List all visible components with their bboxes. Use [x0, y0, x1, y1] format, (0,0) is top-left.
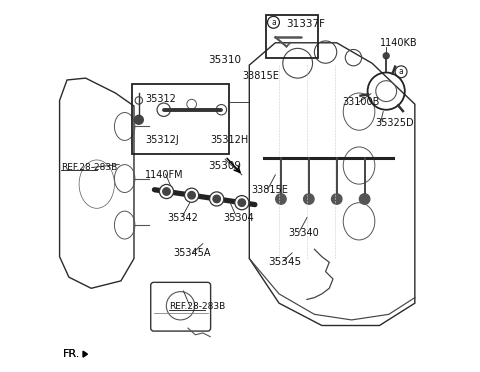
Text: a: a	[271, 18, 276, 27]
Circle shape	[383, 53, 389, 59]
Circle shape	[163, 188, 170, 195]
Text: 35340: 35340	[288, 228, 319, 237]
Text: FR.: FR.	[63, 349, 81, 359]
Text: 35342: 35342	[168, 213, 198, 222]
Circle shape	[184, 188, 199, 202]
Text: 31337F: 31337F	[287, 19, 325, 29]
Text: 35309: 35309	[208, 161, 241, 170]
Text: 35312J: 35312J	[145, 135, 179, 144]
Circle shape	[213, 195, 220, 203]
Text: 35325D: 35325D	[376, 118, 414, 128]
Text: 1140KB: 1140KB	[380, 38, 417, 48]
Text: 33100B: 33100B	[342, 97, 380, 107]
Circle shape	[238, 199, 246, 206]
Polygon shape	[83, 351, 87, 357]
Circle shape	[210, 192, 224, 206]
Circle shape	[134, 115, 144, 124]
Text: a: a	[399, 67, 404, 76]
Text: 35345: 35345	[268, 257, 301, 267]
Circle shape	[276, 194, 286, 204]
Text: 35310: 35310	[208, 55, 241, 64]
Text: 35312H: 35312H	[210, 135, 249, 144]
Circle shape	[304, 194, 314, 204]
Text: 35312: 35312	[145, 94, 176, 103]
Text: REF.28-283B: REF.28-283B	[61, 163, 118, 172]
Text: 1140FM: 1140FM	[145, 170, 184, 180]
Circle shape	[360, 194, 370, 204]
Text: FR.: FR.	[63, 349, 81, 359]
Text: 33815E: 33815E	[242, 71, 279, 81]
Text: 35345A: 35345A	[173, 248, 211, 258]
Text: REF.28-283B: REF.28-283B	[169, 302, 226, 311]
Text: 35304: 35304	[223, 213, 254, 222]
Circle shape	[235, 196, 249, 210]
Circle shape	[332, 194, 342, 204]
Text: 33815E: 33815E	[251, 185, 288, 195]
Circle shape	[159, 185, 174, 199]
Circle shape	[188, 192, 195, 199]
